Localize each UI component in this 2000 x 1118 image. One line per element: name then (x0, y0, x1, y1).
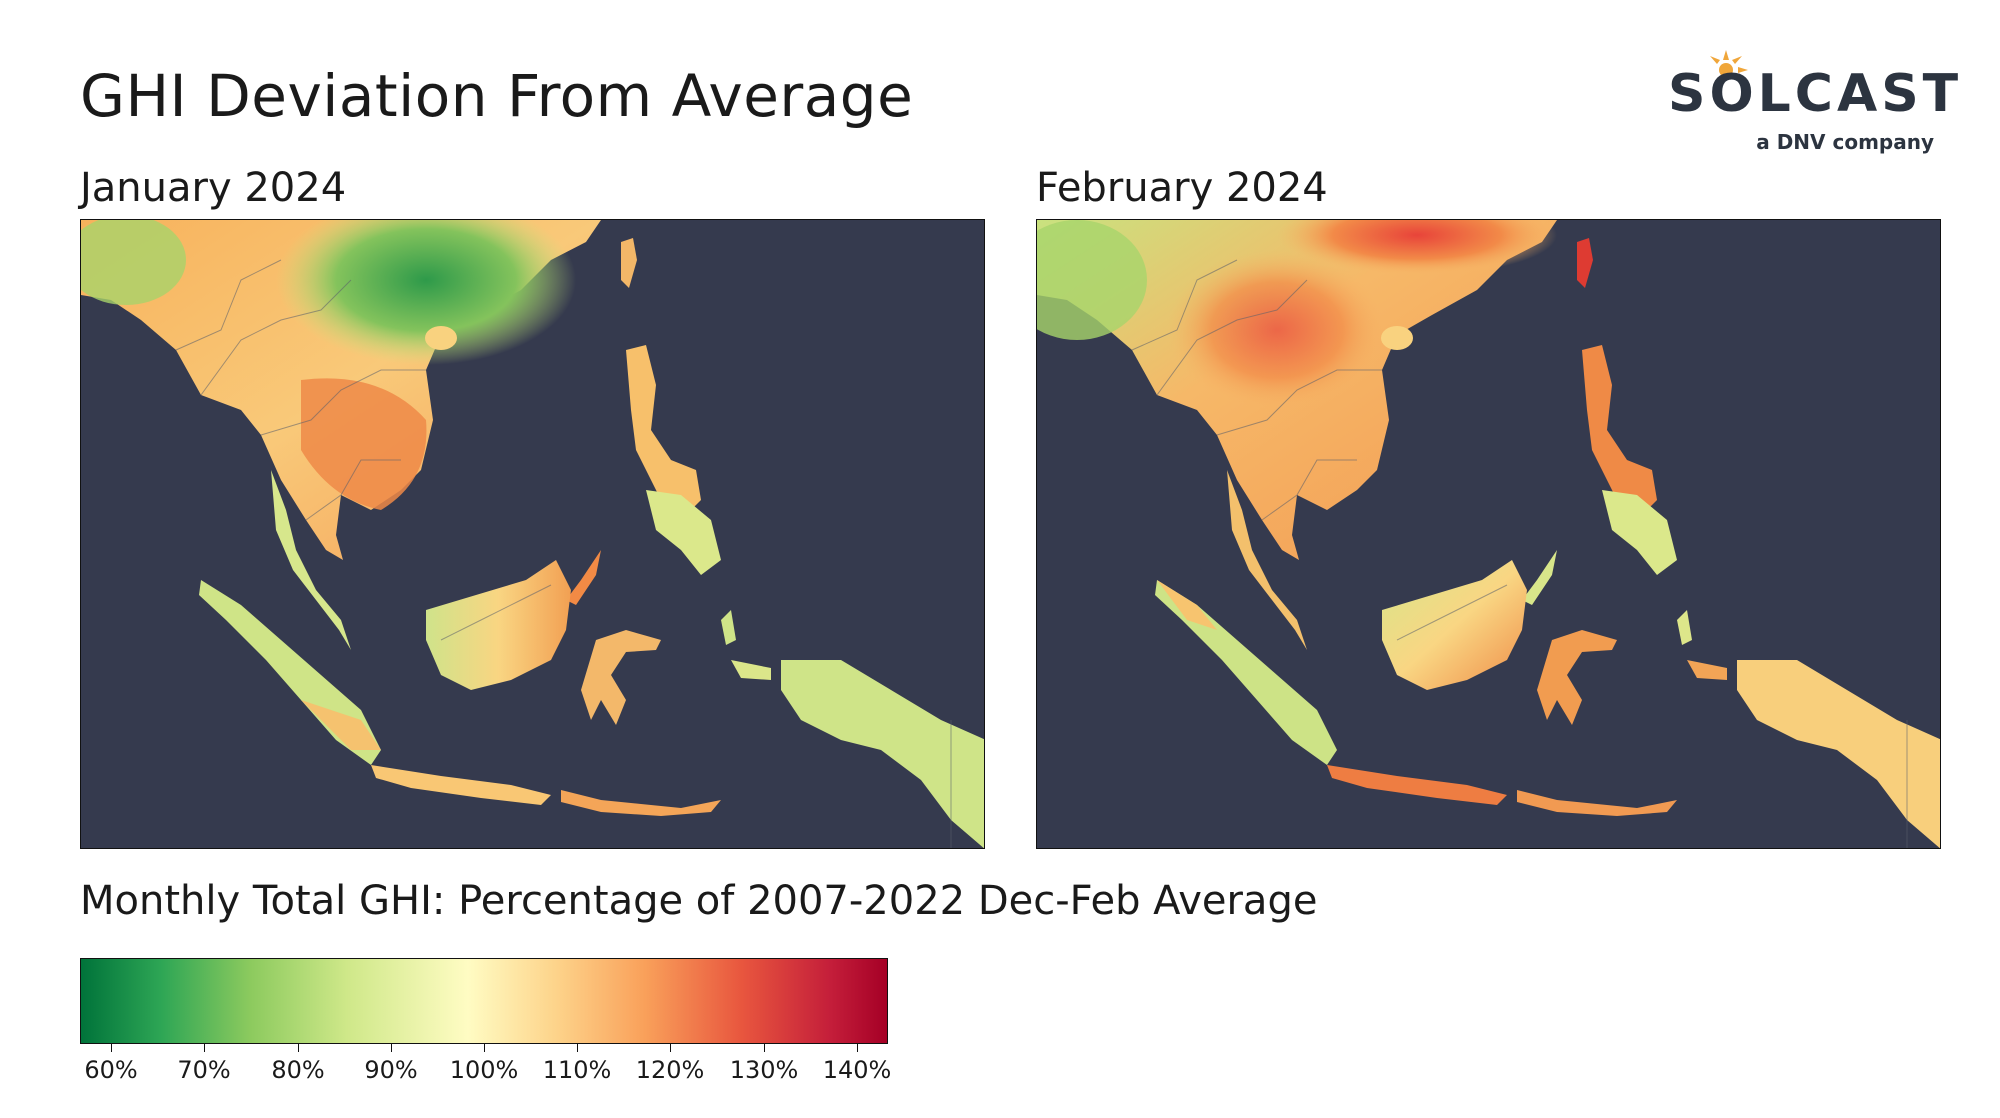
tick-label-120: 120% (635, 1056, 705, 1084)
malay-peninsula (271, 470, 351, 650)
tick-label-80: 80% (271, 1056, 325, 1084)
sulawesi (581, 630, 661, 725)
borneo (1382, 560, 1527, 690)
chart-title: GHI Deviation From Average (80, 62, 914, 130)
tick-mark (298, 1044, 299, 1052)
philippines (626, 345, 701, 520)
borneo (426, 560, 571, 690)
philippines (1582, 345, 1657, 520)
tick-label-70: 70% (177, 1056, 231, 1084)
map-january (80, 219, 985, 849)
solcast-logo: SOLCAST a DNV company (1660, 44, 1958, 164)
map-february (1036, 219, 1941, 849)
tick-label-60: 60% (84, 1056, 138, 1084)
tick-mark (764, 1044, 765, 1052)
panel-label-february: February 2024 (1036, 165, 1328, 211)
java (371, 765, 551, 805)
hainan (425, 326, 457, 350)
new-guinea (781, 660, 984, 848)
new-guinea (1737, 660, 1940, 848)
logo-wordmark: SOLCAST (1668, 64, 1963, 124)
taiwan (621, 238, 637, 288)
logo-tagline: a DNV company (1756, 130, 1934, 154)
tick-label-140: 140% (822, 1056, 892, 1084)
colorbar-ticks: 60% 70% 80% 90% 100% 110% 120% 130% 140% (80, 1044, 891, 1094)
tick-label-90: 90% (364, 1056, 418, 1084)
sulawesi (1537, 630, 1617, 725)
sumatra (1155, 580, 1337, 765)
tick-label-130: 130% (729, 1056, 799, 1084)
panel-label-january: January 2024 (80, 165, 347, 211)
taiwan (1577, 238, 1593, 288)
tick-label-110: 110% (542, 1056, 612, 1084)
tick-mark (391, 1044, 392, 1052)
tick-mark (204, 1044, 205, 1052)
sun-icon (1710, 50, 1748, 77)
hainan (1381, 326, 1413, 350)
tick-mark (577, 1044, 578, 1052)
tick-mark (484, 1044, 485, 1052)
tick-mark (670, 1044, 671, 1052)
tick-label-100: 100% (449, 1056, 519, 1084)
tick-mark (111, 1044, 112, 1052)
malay-peninsula (1227, 470, 1307, 650)
colorbar-title: Monthly Total GHI: Percentage of 2007-20… (80, 878, 1318, 924)
colorbar (80, 958, 888, 1044)
java (1327, 765, 1507, 805)
tick-mark (857, 1044, 858, 1052)
